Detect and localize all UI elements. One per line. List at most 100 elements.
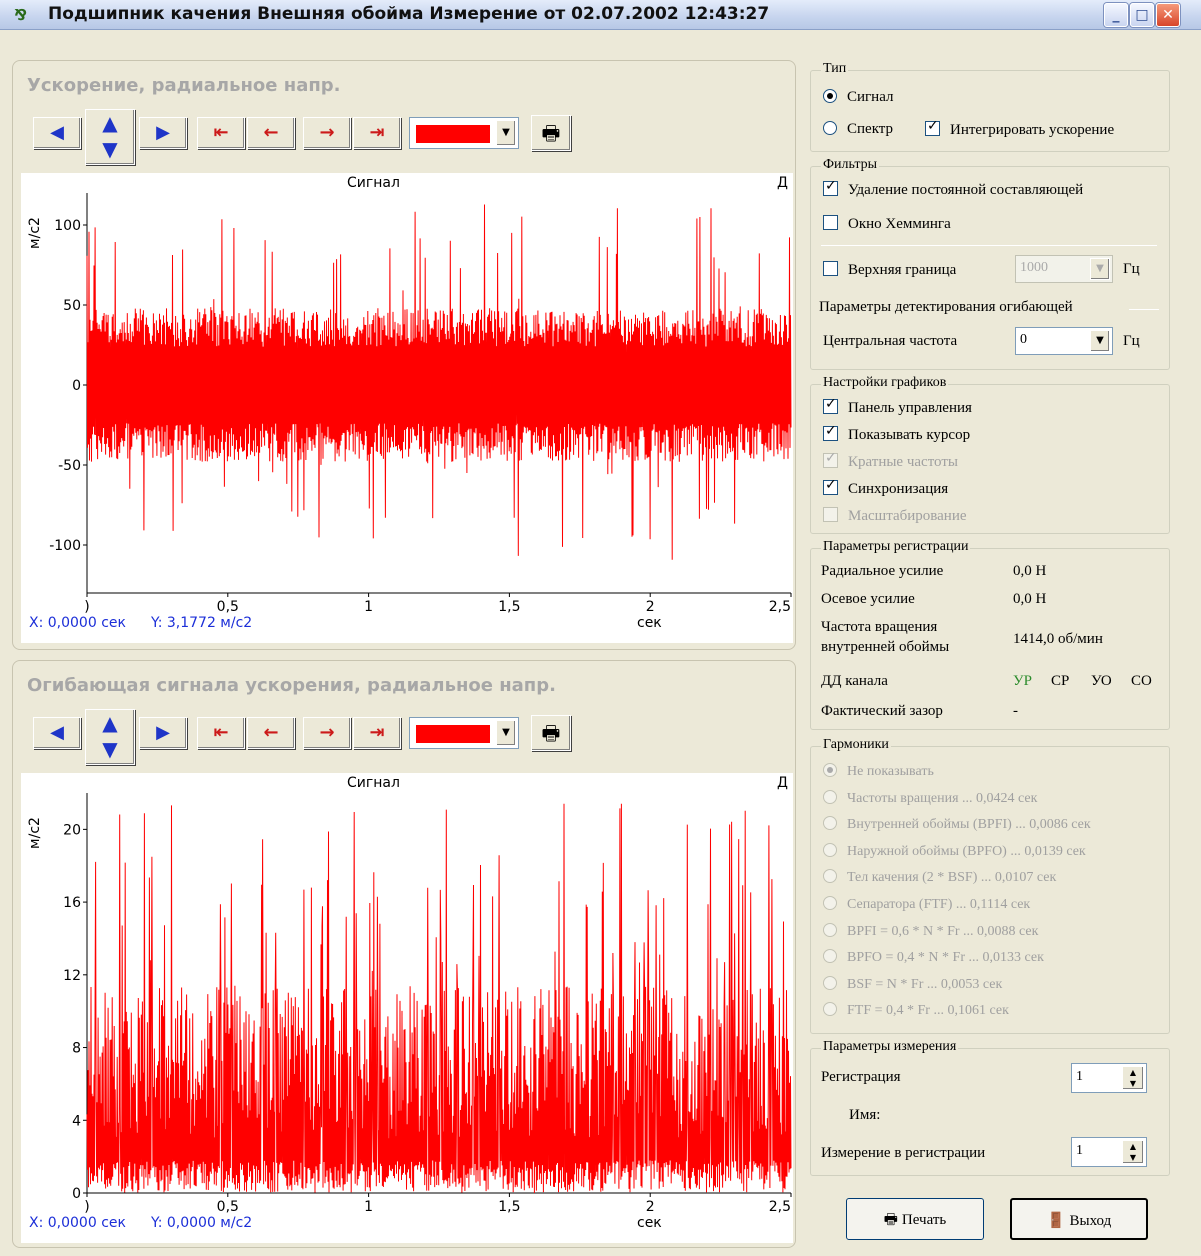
close-button[interactable]: ✕ <box>1156 3 1180 27</box>
go-start-button[interactable]: ⇤ <box>197 117 245 149</box>
upper-limit-checkbox[interactable]: Верхняя граница <box>823 261 956 279</box>
y-tick-label: 4 <box>72 1113 81 1129</box>
y-axis-unit: м/с2 <box>27 217 43 249</box>
center-frequency-label: Центральная частота <box>823 333 958 349</box>
checkbox-icon[interactable] <box>823 396 838 414</box>
hamming-label: Окно Хемминга <box>848 216 951 232</box>
go-start-button[interactable]: ⇤ <box>197 717 245 749</box>
y-tick-label: 100 <box>54 218 81 234</box>
center-frequency-value: 0 <box>1020 332 1027 347</box>
registration-label: Регистрация <box>821 1069 901 1085</box>
arrow-up-icon: ▲ <box>102 111 118 135</box>
channel-so[interactable]: СО <box>1131 673 1152 689</box>
integrate-checkbox[interactable]: Интегрировать ускорение <box>925 118 1115 139</box>
spectrum-radio[interactable]: Спектр <box>823 121 893 138</box>
print-button[interactable]: 🖶 Печать <box>846 1198 984 1240</box>
step-forward-button[interactable]: → <box>303 717 351 749</box>
group-legend: Гармоники <box>821 737 891 753</box>
line-color-select[interactable]: ▼ <box>409 717 519 749</box>
scroll-left-button[interactable]: ◀ <box>33 117 81 149</box>
chevron-down-icon[interactable]: ▼ <box>1090 330 1110 352</box>
go-end-button[interactable]: ⇥ <box>353 717 401 749</box>
back-arrow-icon: ← <box>263 122 279 143</box>
chevron-down-icon[interactable]: ▼ <box>496 720 516 746</box>
checkbox-icon[interactable] <box>823 215 838 230</box>
forward-arrow-icon: → <box>319 722 335 743</box>
registration-spinner[interactable]: 1 ▲ ▼ <box>1071 1063 1147 1093</box>
radio-icon[interactable] <box>823 89 837 103</box>
step-back-button[interactable]: ← <box>247 717 295 749</box>
signal-series-line <box>86 204 792 560</box>
graph-setting-checkbox: Кратные частоты <box>823 450 958 471</box>
radio-icon <box>823 842 837 857</box>
checkbox-icon[interactable] <box>823 261 838 276</box>
spinner-arrows-icon[interactable]: ▲ ▼ <box>1122 1066 1144 1090</box>
printer-icon: 🖶 <box>883 1210 898 1228</box>
graph-setting-checkbox[interactable]: Панель управления <box>823 396 972 417</box>
group-legend: Тип <box>821 61 849 77</box>
scroll-left-button[interactable]: ◀ <box>33 717 81 749</box>
scroll-right-button[interactable]: ▶ <box>139 717 187 749</box>
print-chart-button[interactable]: 🖶 <box>531 715 571 751</box>
spinner-arrows-icon[interactable]: ▲ ▼ <box>1122 1140 1144 1164</box>
y-tick-label: 16 <box>63 895 81 911</box>
panel-title: Ускорение, радиальное напр. <box>27 75 341 96</box>
exit-button[interactable]: 🚪 Выход <box>1010 1198 1148 1240</box>
zoom-vertical-button[interactable]: ▲ ▼ <box>85 109 135 165</box>
graph-setting-checkbox[interactable]: Показывать курсор <box>823 423 970 444</box>
checkbox-icon[interactable] <box>823 477 838 495</box>
chart-header: Сигнал <box>347 775 400 791</box>
checkbox-icon[interactable] <box>823 178 838 196</box>
print-chart-button[interactable]: 🖶 <box>531 115 571 151</box>
graph-setting-checkbox[interactable]: Синхронизация <box>823 477 948 498</box>
hamming-checkbox[interactable]: Окно Хемминга <box>823 215 951 233</box>
center-frequency-select[interactable]: 0 ▼ <box>1015 327 1113 355</box>
channel-ur[interactable]: УР <box>1013 673 1032 689</box>
checkbox-icon[interactable] <box>925 118 940 136</box>
chevron-down-icon[interactable]: ▼ <box>496 120 516 146</box>
measurement-spinner[interactable]: 1 ▲ ▼ <box>1071 1137 1147 1167</box>
harmonic-option: Тел качения (2 * BSF) ... 0,0107 сек <box>823 869 1056 886</box>
harmonic-option: BPFO = 0,4 * N * Fr ... 0,0133 сек <box>823 949 1044 966</box>
registration-group: Параметры регистрации Радиальное усилие … <box>810 539 1170 730</box>
line-color-select[interactable]: ▼ <box>409 117 519 149</box>
maximize-button[interactable]: □ <box>1130 3 1154 27</box>
zoom-vertical-button[interactable]: ▲ ▼ <box>85 709 135 765</box>
harmonic-option: Не показывать <box>823 763 934 780</box>
step-back-button[interactable]: ← <box>247 117 295 149</box>
checkbox-icon[interactable] <box>823 423 838 441</box>
exit-label: Выход <box>1069 1213 1112 1229</box>
graph-setting-checkbox: Масштабирование <box>823 507 967 525</box>
upper-limit-select[interactable]: 1000 ▼ <box>1015 255 1113 283</box>
scroll-right-button[interactable]: ▶ <box>139 117 187 149</box>
arrow-right-icon: ▶ <box>156 122 170 143</box>
minimize-button[interactable]: _ <box>1104 3 1128 27</box>
y-axis-unit: м/с2 <box>27 817 43 849</box>
x-tick-label: ) <box>84 599 89 615</box>
radio-icon <box>823 1002 837 1017</box>
harmonic-label: BPFO = 0,4 * N * Fr ... 0,0133 сек <box>847 950 1044 966</box>
channel-uo[interactable]: УО <box>1091 673 1112 689</box>
y-tick-label: 12 <box>63 968 81 984</box>
integrate-label: Интегрировать ускорение <box>950 122 1115 138</box>
channel-sr[interactable]: СР <box>1051 673 1070 689</box>
radio-icon[interactable] <box>823 121 837 135</box>
checkbox-icon <box>823 507 838 522</box>
x-tick-label: 1,5 <box>498 599 520 615</box>
step-forward-button[interactable]: → <box>303 117 351 149</box>
signal-radio[interactable]: Сигнал <box>823 89 894 106</box>
harmonic-label: Наружной обоймы (BPFO) ... 0,0139 сек <box>847 843 1086 859</box>
chevron-down-icon[interactable]: ▼ <box>1090 258 1110 280</box>
title-bar: ⅋ Подшипник качения Внешняя обойма Измер… <box>0 0 1201 30</box>
dc-removal-checkbox[interactable]: Удаление постоянной составляющей <box>823 178 1083 199</box>
go-end-button[interactable]: ⇥ <box>353 117 401 149</box>
forward-arrow-icon: → <box>319 122 335 143</box>
arrow-down-icon: ▼ <box>102 137 118 161</box>
signal-series-line <box>86 803 792 1194</box>
harmonic-label: BSF = N * Fr ... 0,0053 сек <box>847 976 1003 992</box>
color-swatch <box>416 725 490 743</box>
window-title: Подшипник качения Внешняя обойма Измерен… <box>48 4 770 24</box>
measurement-value: 1 <box>1076 1143 1083 1158</box>
